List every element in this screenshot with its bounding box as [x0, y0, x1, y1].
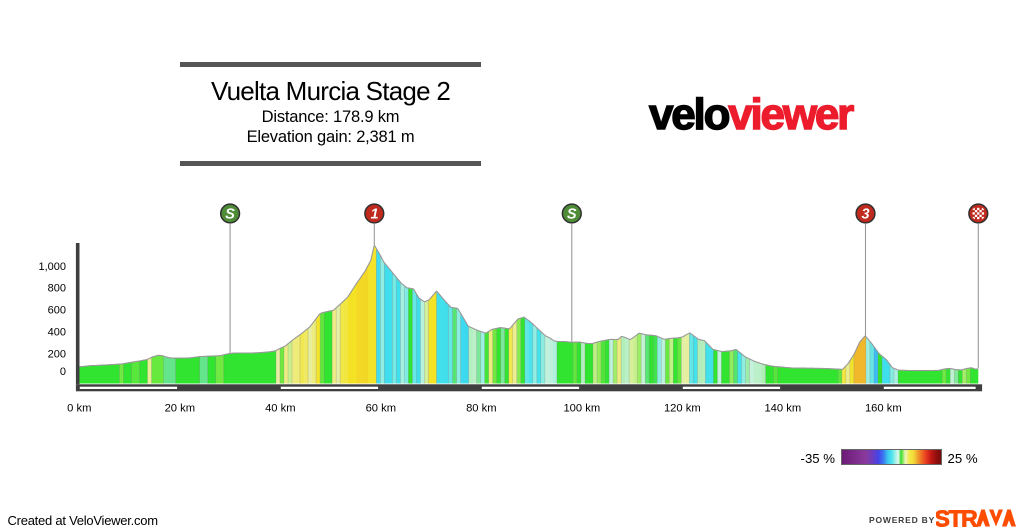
svg-text:60 km: 60 km	[366, 402, 396, 414]
svg-text:STR: STR	[936, 509, 978, 529]
svg-text:100 km: 100 km	[563, 402, 600, 414]
svg-text:40 km: 40 km	[265, 402, 295, 414]
svg-text:800: 800	[48, 283, 66, 295]
svg-text:600: 600	[48, 305, 66, 317]
svg-text:0 km: 0 km	[67, 402, 91, 414]
svg-text:0: 0	[60, 366, 66, 378]
svg-text:80 km: 80 km	[466, 402, 496, 414]
svg-text:200: 200	[48, 348, 66, 360]
svg-text:120 km: 120 km	[664, 402, 701, 414]
svg-text:140 km: 140 km	[764, 402, 801, 414]
svg-text:1,000: 1,000	[38, 261, 66, 273]
svg-text:160 km: 160 km	[865, 402, 902, 414]
svg-text:400: 400	[48, 327, 66, 339]
svg-text:20 km: 20 km	[165, 402, 195, 414]
